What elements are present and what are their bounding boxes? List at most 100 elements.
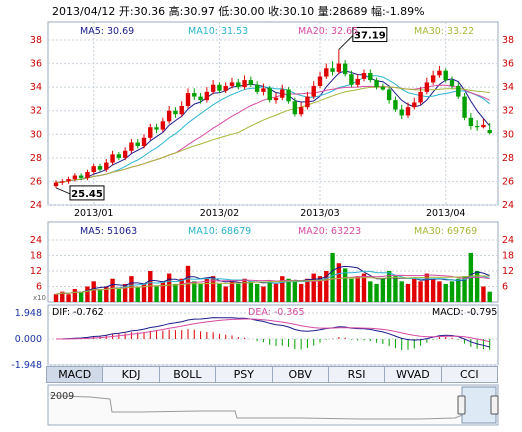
tab-rsi[interactable]: RSI <box>329 367 386 382</box>
volume-bar <box>110 278 115 302</box>
volume-bar <box>248 281 254 302</box>
volume-bar <box>78 291 84 302</box>
candle-body <box>53 182 59 187</box>
tab-wvad[interactable]: WVAD <box>385 367 442 382</box>
volume-axis-tick-left: 24 <box>30 235 42 246</box>
date-axis-tick: 2013/04 <box>426 208 465 219</box>
candle-body <box>393 100 398 110</box>
volume-unit-label: x10 <box>33 294 46 302</box>
tab-psy[interactable]: PSY <box>216 367 273 382</box>
candle-body <box>449 80 455 86</box>
candle-body <box>487 130 492 134</box>
candle-body <box>286 89 291 102</box>
volume-bar <box>449 281 455 302</box>
volume-bar <box>298 283 304 302</box>
volume-axis-tick-right: 18 <box>502 251 514 262</box>
navigator-year-label: 2009 <box>50 391 75 402</box>
volume-bar <box>280 276 285 302</box>
tab-boll[interactable]: BOLL <box>160 367 217 382</box>
volume-bar <box>368 281 373 302</box>
candle-body <box>317 76 323 86</box>
volume-axis-tick-left: 6 <box>36 282 42 293</box>
vol-ma10-line <box>55 270 490 295</box>
candle-body <box>173 110 178 115</box>
volume-bar <box>386 271 392 302</box>
candle-body <box>361 73 367 79</box>
volume-bar <box>462 276 467 302</box>
candle-body <box>280 89 285 98</box>
navigator-left-handle[interactable] <box>457 395 466 415</box>
candle-body <box>349 74 354 85</box>
volume-bar <box>342 268 348 302</box>
candle-body <box>368 73 373 81</box>
price-axis-tick-left: 36 <box>30 59 42 70</box>
candle-body <box>85 172 90 178</box>
volume-bar <box>336 263 342 302</box>
candle-body <box>267 88 272 101</box>
price-axis-tick-left: 34 <box>30 82 42 93</box>
volume-ma30-label: MA30: 69769 <box>414 226 478 237</box>
price-axis-tick-left: 24 <box>30 200 42 211</box>
candle-body <box>474 126 480 128</box>
volume-axis-tick-left: 18 <box>30 251 42 262</box>
candle-body <box>430 75 436 83</box>
volume-axis-tick-right: 6 <box>502 282 508 293</box>
navigator-right-handle[interactable] <box>490 395 499 415</box>
navigator-mini-line <box>49 394 497 420</box>
macd-axis-tick: -1.948 <box>11 360 42 371</box>
tab-obv[interactable]: OBV <box>273 367 329 382</box>
volume-bar <box>217 283 222 302</box>
candle-body <box>336 63 342 72</box>
price-axis-tick-left: 38 <box>30 35 42 46</box>
volume-bar <box>53 294 59 302</box>
candle-body <box>355 78 360 85</box>
volume-bar <box>286 278 291 302</box>
tab-kdj[interactable]: KDJ <box>103 367 160 382</box>
navigator-selection-window <box>461 386 497 424</box>
volume-bar <box>474 271 480 302</box>
candle-body <box>418 91 423 103</box>
close-label: 收: <box>268 5 283 18</box>
candle-body <box>223 85 228 91</box>
candle-body <box>481 124 486 128</box>
price-axis-tick-left: 26 <box>30 176 42 187</box>
volume-bar <box>129 276 134 302</box>
price-axis-tick-right: 32 <box>502 106 514 117</box>
volume-bar <box>97 289 103 302</box>
candle-body <box>154 127 159 130</box>
price-panel-frame <box>47 21 499 206</box>
price-axis-tick-left: 28 <box>30 153 42 164</box>
volume-bar <box>330 252 335 302</box>
candle-body <box>311 85 316 97</box>
volume-bar <box>380 278 386 302</box>
volume-bar <box>60 291 65 302</box>
volume-bar <box>85 286 90 302</box>
volume-bar <box>418 281 423 302</box>
candle-body <box>192 93 197 97</box>
volume-bar <box>261 286 266 302</box>
volume-bar <box>361 273 367 302</box>
candle-body <box>324 68 329 77</box>
date-axis-tick: 2013/03 <box>300 208 339 219</box>
price-ma10-label: MA10: 31.53 <box>188 26 249 37</box>
volume-bar <box>324 271 329 302</box>
tab-cci[interactable]: CCI <box>460 368 479 381</box>
price-ma10-line <box>55 75 491 184</box>
volume-bar <box>393 276 398 302</box>
volume-bar <box>104 286 109 302</box>
volume-bar <box>72 289 78 302</box>
volume-bar <box>166 273 172 302</box>
volume-bar <box>311 273 316 302</box>
volume-ma20-label: MA20: 63223 <box>298 226 362 237</box>
quote-date: 2013/04/12 <box>52 5 116 18</box>
volume-label: 量: <box>317 5 333 18</box>
volume-bar <box>481 286 486 302</box>
candle-body <box>104 162 109 170</box>
candle-body <box>141 137 147 147</box>
tab-macd[interactable]: MACD <box>47 367 104 382</box>
volume-bar <box>135 286 140 302</box>
price-ma5-label: MA5: 30.69 <box>80 26 135 37</box>
low-callout-pointer <box>55 187 71 195</box>
candle-body <box>242 80 247 88</box>
